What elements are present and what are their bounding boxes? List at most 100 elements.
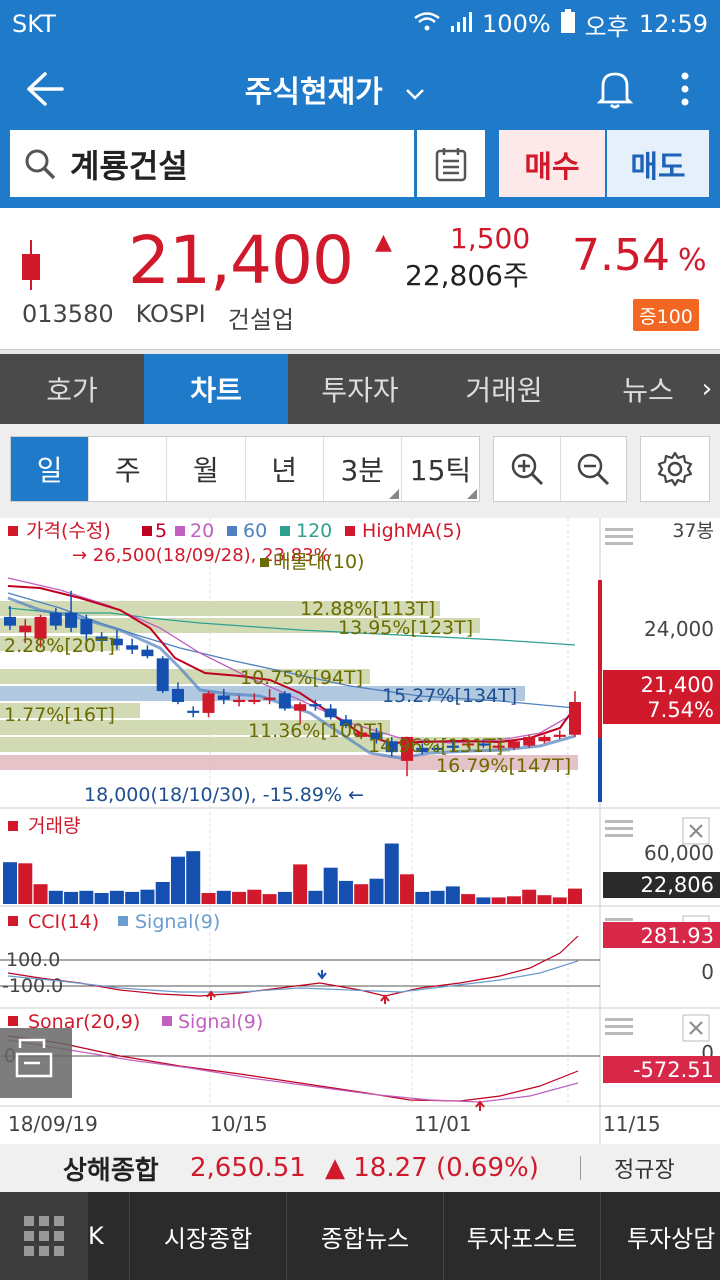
period-weekly[interactable]: 주 xyxy=(89,437,168,501)
nav-item-news[interactable]: 종합뉴스 xyxy=(287,1192,444,1280)
carrier: SKT xyxy=(12,10,56,38)
grid-icon xyxy=(24,1216,64,1256)
volume-profile-bar xyxy=(0,636,120,651)
volume-label: 거래량 xyxy=(28,815,80,837)
stock-info: 013580 KOSPI 건설업 xyxy=(22,300,294,335)
price-legend: 가격(수정) 5 20 60 120 HighMA(5) xyxy=(8,520,462,542)
volume-bar xyxy=(308,890,323,904)
volume-bar xyxy=(186,851,201,904)
close-icon[interactable] xyxy=(682,817,710,845)
legend-ma20: 20 xyxy=(190,520,214,542)
zone-label: 2.28%[20T] xyxy=(4,635,115,657)
stock-search-input[interactable]: 계룡건설 xyxy=(10,130,414,197)
buy-button[interactable]: 매수 xyxy=(499,130,605,197)
volume-bar xyxy=(415,891,430,904)
period-tick[interactable]: 15틱 xyxy=(402,437,479,501)
hamburger-icon[interactable] xyxy=(605,1018,633,1035)
candle-body xyxy=(553,734,566,737)
candles xyxy=(4,590,581,777)
zoom-in-button[interactable] xyxy=(494,437,561,501)
period-daily[interactable]: 일 xyxy=(11,437,90,501)
sector-name: 건설업 xyxy=(227,306,294,334)
candle-body xyxy=(339,719,352,726)
volume-bar xyxy=(262,894,277,904)
chart-area[interactable]: 가격(수정) 5 20 60 120 HighMA(5) → 26,500(18… xyxy=(0,518,720,1144)
nav-item[interactable]: K xyxy=(88,1192,130,1280)
price-tag-value: 21,400 xyxy=(641,673,714,697)
hamburger-icon[interactable] xyxy=(605,820,633,837)
period-yearly[interactable]: 년 xyxy=(246,437,324,501)
zone-label: 16.79%[147T] xyxy=(436,755,571,777)
candle-body xyxy=(492,745,505,748)
back-button[interactable] xyxy=(0,48,90,130)
candle-body xyxy=(65,612,78,628)
candle-body xyxy=(49,612,62,626)
tab-broker[interactable]: 거래원 xyxy=(465,374,543,407)
zone-labels: 12.88%[113T] 13.95%[123T] 2.28%[20T] 10.… xyxy=(4,598,571,777)
divider xyxy=(580,1156,581,1180)
volume-bar xyxy=(155,882,170,904)
nav-item-market[interactable]: 시장종합 xyxy=(130,1192,287,1280)
zoom-out-button[interactable] xyxy=(561,437,627,501)
candle-body xyxy=(233,699,246,702)
candle-body xyxy=(19,625,32,633)
stock-list-button[interactable] xyxy=(417,130,485,197)
zoom-out-icon xyxy=(578,453,610,486)
candle-body xyxy=(507,741,520,748)
close-icon[interactable] xyxy=(682,1014,710,1042)
tab-investor[interactable]: 투자자 xyxy=(321,374,399,407)
tab-news[interactable]: 뉴스 xyxy=(622,374,674,407)
sell-button[interactable]: 매도 xyxy=(607,130,709,197)
sell-zone-label: 매물대(10) xyxy=(273,551,364,573)
tab-chart[interactable]: 차트 xyxy=(144,354,288,424)
volume-axis-tick: 60,000 xyxy=(644,841,714,865)
margin-badge: 증100 xyxy=(633,299,699,331)
ma5-line xyxy=(7,585,579,745)
sonar-label: Sonar(20,9) xyxy=(28,1011,140,1033)
divider xyxy=(0,350,720,354)
more-options-button[interactable] xyxy=(650,48,720,130)
stock-chart[interactable]: 가격(수정) 5 20 60 120 HighMA(5) → 26,500(18… xyxy=(0,518,720,1144)
candle-body xyxy=(370,732,383,740)
period-monthly[interactable]: 월 xyxy=(167,437,246,501)
index-ticker[interactable]: 상해종합 2,650.51 ▲ 18.27 (0.69%) 정규장 xyxy=(0,1144,720,1192)
legend-swatch xyxy=(8,916,18,926)
period-minute[interactable]: 3분 xyxy=(324,437,402,501)
cci-level-label: -100.0 xyxy=(2,975,63,997)
menu-grid-button[interactable] xyxy=(0,1192,88,1280)
candle-body xyxy=(538,736,551,742)
alert-button[interactable] xyxy=(580,48,650,130)
candle-body xyxy=(248,699,261,702)
chevron-right-icon[interactable]: › xyxy=(701,374,713,404)
nav-item-invest-post[interactable]: 투자포스트 xyxy=(444,1192,601,1280)
battery-icon xyxy=(560,9,575,39)
candle-body xyxy=(385,741,398,753)
cci-level-label: 100.0 xyxy=(6,949,60,971)
volume-bar xyxy=(125,891,140,904)
volume-profile-bar xyxy=(0,755,578,770)
candle-body xyxy=(569,702,581,735)
rotate-screen-button[interactable] xyxy=(0,1028,72,1098)
volume-tag-value: 22,806 xyxy=(641,873,714,897)
volume-bar xyxy=(552,897,567,904)
volume-bar xyxy=(79,890,94,904)
legend-swatch xyxy=(227,526,237,536)
cci-axis-tick: 0 xyxy=(701,960,714,984)
hamburger-icon[interactable] xyxy=(605,528,633,545)
tab-orderbook[interactable]: 호가 xyxy=(46,374,98,407)
candle-body xyxy=(110,638,123,646)
chart-settings-button[interactable] xyxy=(640,436,710,502)
buy-signal-icon xyxy=(380,994,390,1004)
sonar-signal-label: Signal(9) xyxy=(178,1011,263,1033)
candle-body xyxy=(34,616,47,639)
volume-bar xyxy=(537,895,552,904)
screen-title-dropdown[interactable]: 주식현재가 xyxy=(90,67,580,111)
zone-label: 15.27%[134T] xyxy=(382,685,517,707)
nav-item-consult[interactable]: 투자상담 xyxy=(627,1224,716,1253)
volume-tag xyxy=(603,872,720,898)
volume-bar xyxy=(170,856,185,904)
legend-swatch xyxy=(8,1016,18,1026)
volume-bar xyxy=(3,862,17,904)
volume-bar xyxy=(506,896,521,904)
search-icon xyxy=(25,149,56,179)
